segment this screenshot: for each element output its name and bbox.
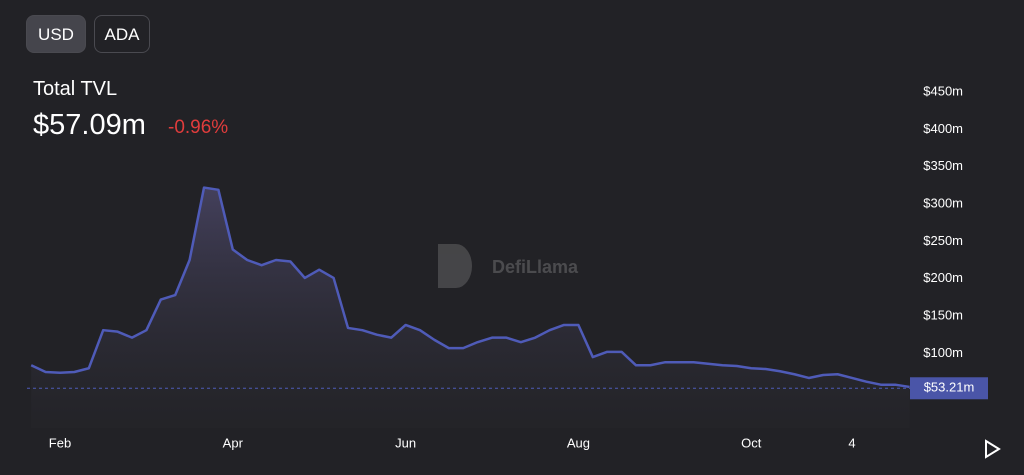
watermark: DefiLlama <box>438 244 579 288</box>
tvl-value: $57.09m <box>33 109 146 141</box>
line <box>30 186 910 389</box>
x-tick-label: 4 <box>848 435 855 450</box>
y-tick-label: $200m <box>923 270 963 285</box>
y-tick-label: $350m <box>923 158 963 173</box>
y-tick-label: $250m <box>923 233 963 248</box>
watermark-text: DefiLlama <box>492 257 579 277</box>
play-button[interactable] <box>985 439 1001 459</box>
tvl-change: -0.96% <box>168 117 229 138</box>
price-tag: $53.21m <box>924 380 975 395</box>
x-tick-label: Jun <box>395 435 416 450</box>
tvl-title: Total TVL <box>33 78 118 100</box>
y-tick-label: $100m <box>923 345 963 360</box>
y-tick-label: $300m <box>923 195 963 210</box>
y-tick-label: $150m <box>923 307 963 322</box>
y-tick-label: $450m <box>923 83 963 98</box>
price-tag-bg <box>910 377 988 400</box>
ada-button[interactable]: ADA <box>94 15 150 53</box>
x-tick-label: Feb <box>49 435 71 450</box>
x-tick-label: Apr <box>223 435 244 450</box>
x-tick-label: Oct <box>741 435 762 450</box>
x-tick-label: Aug <box>567 435 590 450</box>
y-tick-label: $400m <box>923 121 963 136</box>
area-fill <box>31 187 910 428</box>
usd-button[interactable]: USD <box>26 15 86 53</box>
